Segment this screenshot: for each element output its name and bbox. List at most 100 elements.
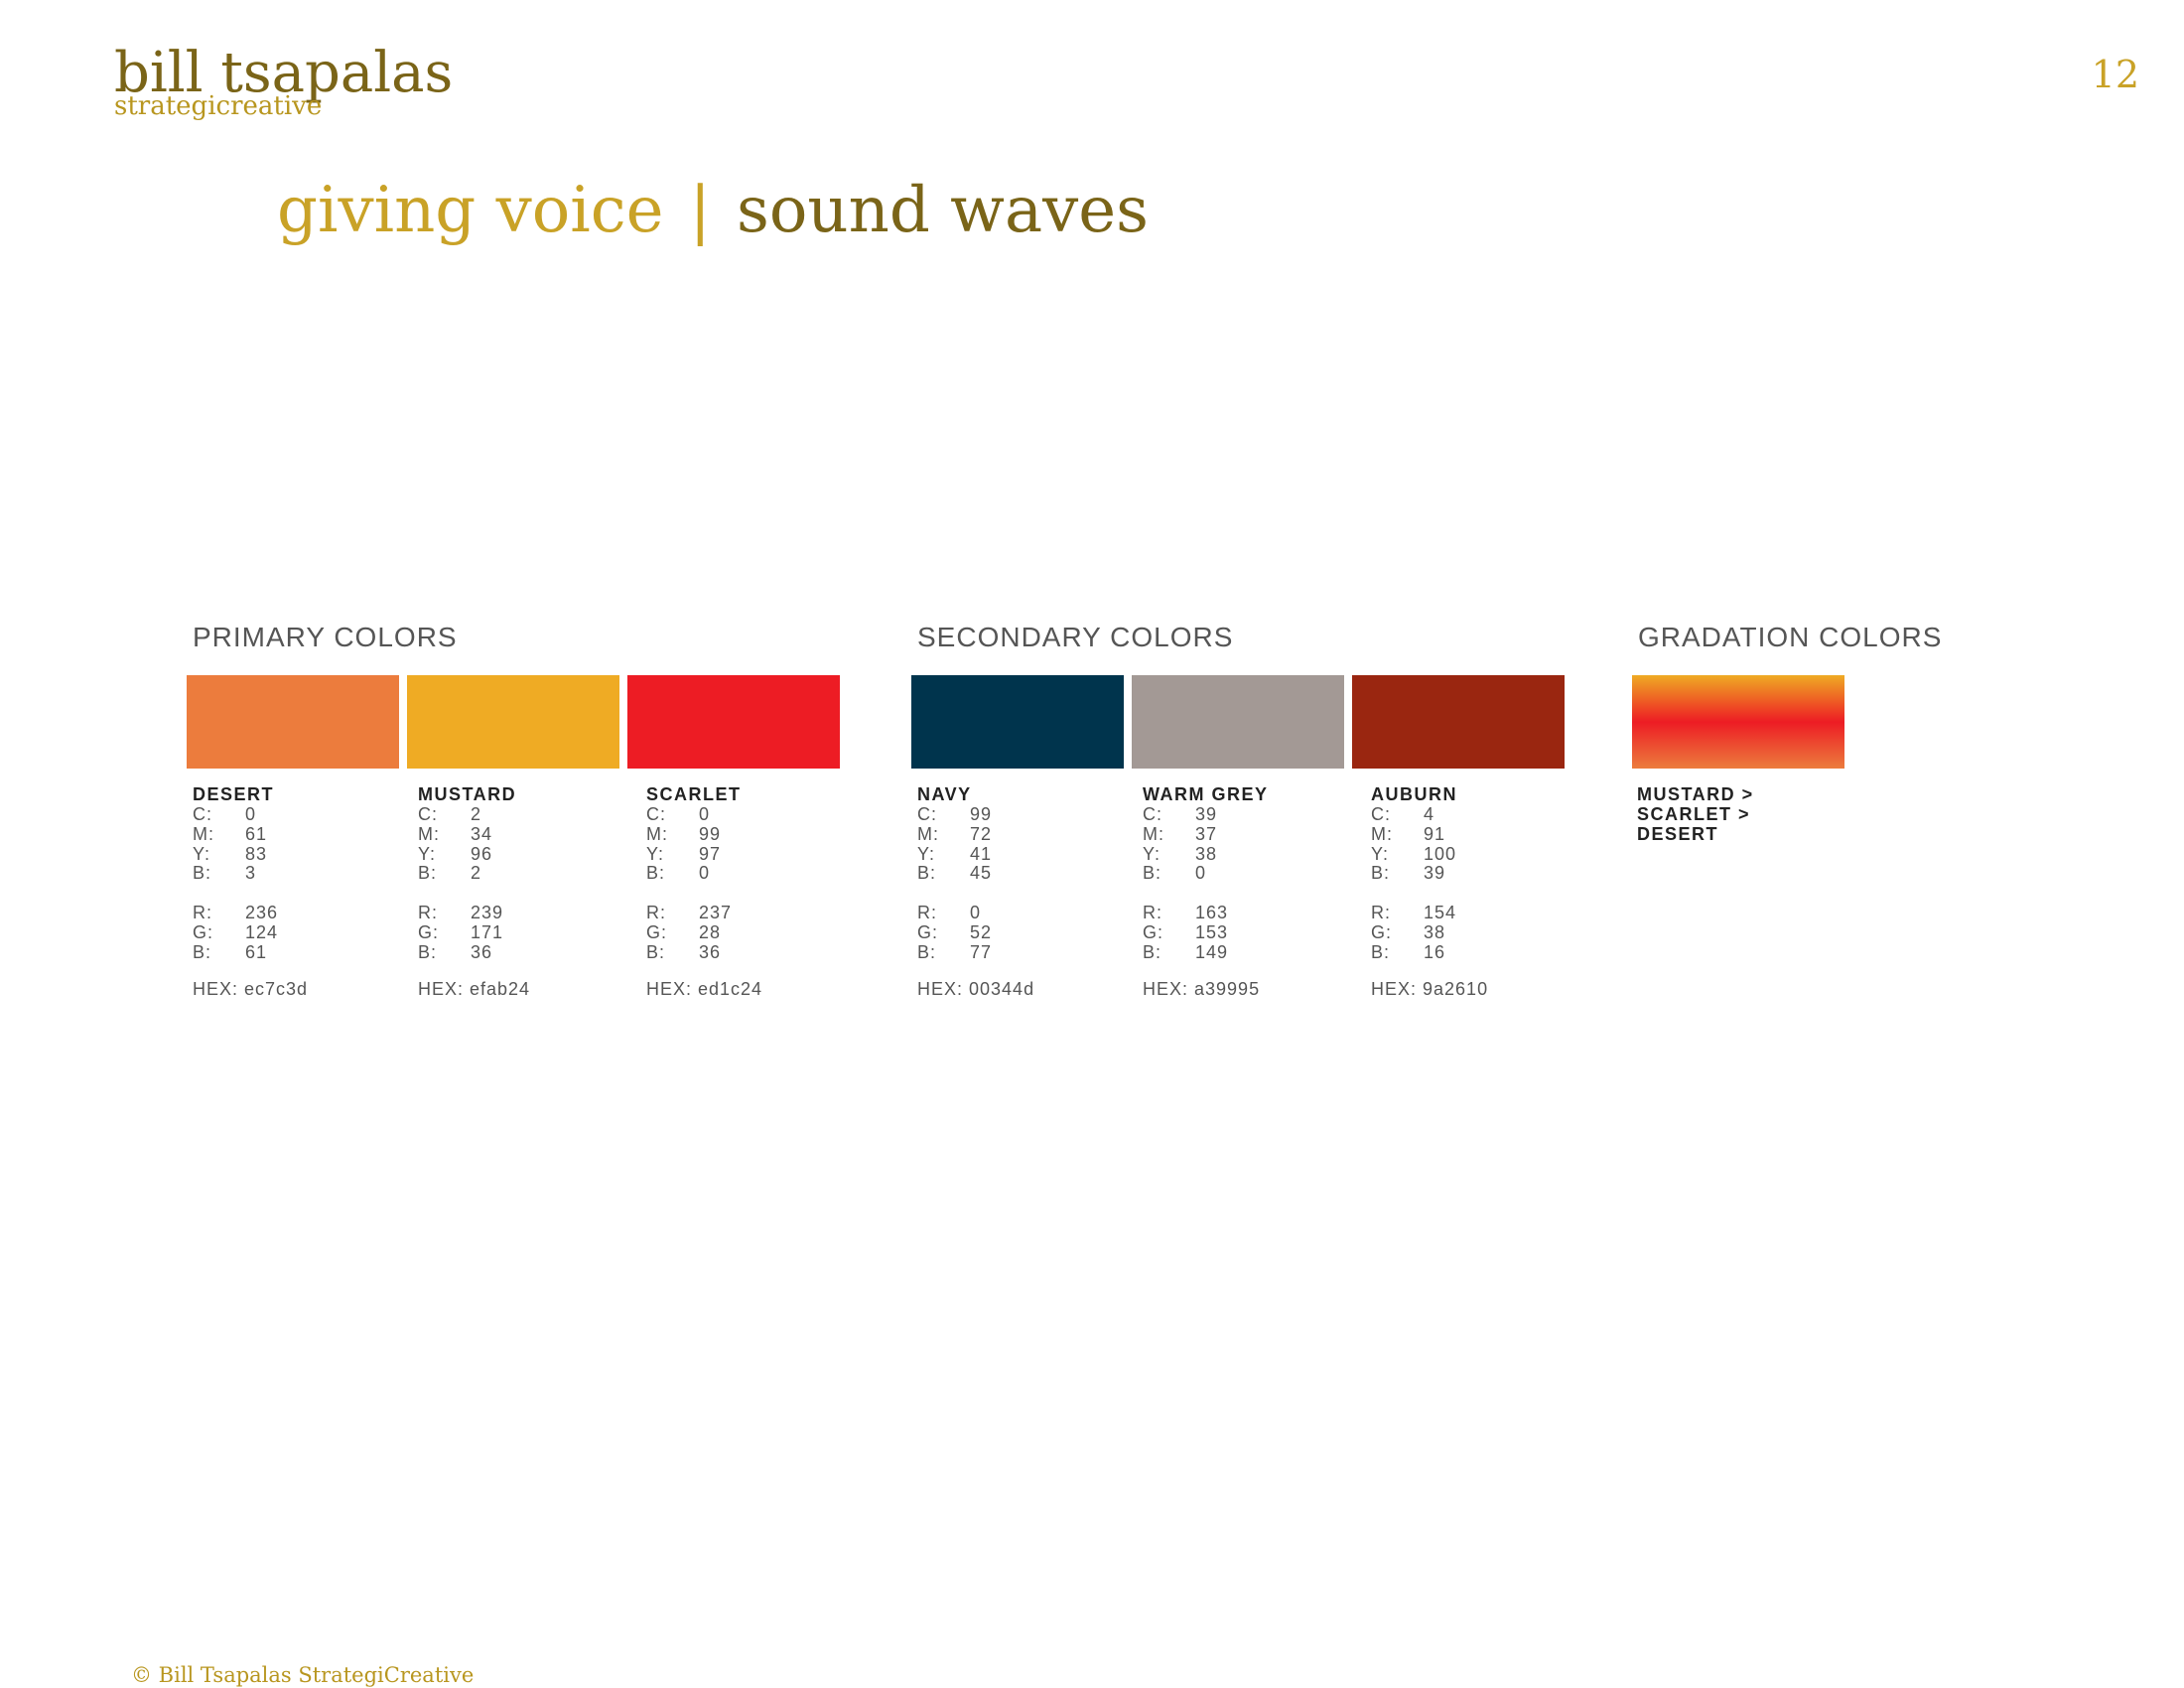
cmyk-value: 83 <box>245 843 268 864</box>
gradient-name: DESERT <box>1637 823 1719 844</box>
hex: HEX: 00344d <box>917 979 1035 999</box>
footer: © Bill Tsapalas StrategiCreative <box>131 1663 475 1687</box>
cmyk-label: B: <box>646 863 666 884</box>
cmyk-value: 97 <box>699 843 722 864</box>
rgb-value: 124 <box>245 921 279 942</box>
cmyk-label: M: <box>1143 823 1164 844</box>
cmyk-label: M: <box>193 823 214 844</box>
cmyk-value: 39 <box>1195 804 1218 824</box>
swatch <box>911 675 1124 769</box>
gradient-swatch <box>1632 675 1844 769</box>
rgb-label: B: <box>917 941 937 962</box>
rgb-value: 52 <box>970 921 993 942</box>
hex: HEX: 9a2610 <box>1371 979 1489 999</box>
swatch <box>1352 675 1565 769</box>
cmyk-value: 100 <box>1424 843 1457 864</box>
rgb-label: G: <box>1143 921 1164 942</box>
cmyk-label: B: <box>193 863 212 884</box>
rgb-label: B: <box>646 941 666 962</box>
rgb-label: B: <box>418 941 438 962</box>
cmyk-label: B: <box>1143 863 1162 884</box>
rgb-label: R: <box>1143 903 1162 922</box>
cmyk-value: 2 <box>471 863 482 884</box>
cmyk-label: C: <box>1371 804 1391 824</box>
rgb-value: 16 <box>1424 941 1446 962</box>
cmyk-label: M: <box>646 823 668 844</box>
rgb-label: B: <box>1371 941 1391 962</box>
swatch <box>407 675 619 769</box>
swatch <box>627 675 840 769</box>
rgb-label: B: <box>1143 941 1162 962</box>
cmyk-value: 99 <box>699 823 722 844</box>
cmyk-label: Y: <box>193 843 211 864</box>
cmyk-label: B: <box>1371 863 1391 884</box>
rgb-value: 28 <box>699 921 722 942</box>
color-name: WARM GREY <box>1143 784 1269 804</box>
rgb-label: G: <box>193 921 214 942</box>
rgb-label: B: <box>193 941 212 962</box>
title-part: giving voice <box>277 174 664 247</box>
cmyk-label: Y: <box>917 843 936 864</box>
title-part: sound waves <box>737 174 1149 247</box>
rgb-label: G: <box>646 921 668 942</box>
cmyk-value: 61 <box>245 823 268 844</box>
rgb-value: 171 <box>471 921 504 942</box>
cmyk-value: 37 <box>1195 823 1218 844</box>
cmyk-label: Y: <box>646 843 665 864</box>
cmyk-label: M: <box>917 823 939 844</box>
page-number: 12 <box>2091 53 2139 96</box>
cmyk-value: 0 <box>245 804 257 824</box>
rgb-value: 36 <box>699 941 722 962</box>
brand: bill tsapalas <box>114 41 454 105</box>
cmyk-label: C: <box>418 804 438 824</box>
gradient-name: MUSTARD > <box>1637 784 1754 804</box>
color-name: MUSTARD <box>418 784 517 804</box>
hex: HEX: ec7c3d <box>193 979 309 999</box>
hex: HEX: efab24 <box>418 979 531 999</box>
rgb-value: 236 <box>245 903 279 922</box>
cmyk-value: 38 <box>1195 843 1218 864</box>
rgb-value: 149 <box>1195 941 1229 962</box>
color-name: AUBURN <box>1371 784 1457 804</box>
cmyk-value: 96 <box>471 843 493 864</box>
swatch <box>1132 675 1344 769</box>
rgb-label: R: <box>646 903 666 922</box>
rgb-label: R: <box>917 903 937 922</box>
color-name: NAVY <box>917 784 972 804</box>
rgb-label: R: <box>1371 903 1391 922</box>
cmyk-label: Y: <box>1371 843 1390 864</box>
rgb-label: G: <box>917 921 939 942</box>
cmyk-value: 45 <box>970 863 993 884</box>
section-heading: PRIMARY COLORS <box>193 622 458 652</box>
tagline: strategicreative <box>114 91 323 121</box>
cmyk-label: Y: <box>418 843 437 864</box>
cmyk-value: 4 <box>1424 804 1435 824</box>
rgb-value: 0 <box>970 903 982 922</box>
gradient-name: SCARLET > <box>1637 803 1751 824</box>
cmyk-label: C: <box>646 804 666 824</box>
hex: HEX: a39995 <box>1143 979 1261 999</box>
cmyk-label: M: <box>1371 823 1393 844</box>
cmyk-value: 99 <box>970 804 993 824</box>
rgb-value: 77 <box>970 941 993 962</box>
color-name: SCARLET <box>646 784 742 804</box>
section-heading: GRADATION COLORS <box>1638 622 1943 652</box>
cmyk-label: B: <box>917 863 937 884</box>
cmyk-label: C: <box>1143 804 1162 824</box>
rgb-value: 163 <box>1195 903 1229 922</box>
section-heading: SECONDARY COLORS <box>917 622 1234 652</box>
cmyk-label: C: <box>917 804 937 824</box>
cmyk-value: 91 <box>1424 823 1446 844</box>
rgb-label: G: <box>418 921 440 942</box>
cmyk-value: 39 <box>1424 863 1446 884</box>
cmyk-value: 41 <box>970 843 993 864</box>
cmyk-value: 72 <box>970 823 993 844</box>
cmyk-label: Y: <box>1143 843 1161 864</box>
rgb-label: G: <box>1371 921 1393 942</box>
cmyk-value: 0 <box>699 804 711 824</box>
title: giving voice | sound waves <box>277 179 1149 242</box>
rgb-label: R: <box>193 903 212 922</box>
swatch <box>187 675 399 769</box>
rgb-value: 239 <box>471 903 504 922</box>
